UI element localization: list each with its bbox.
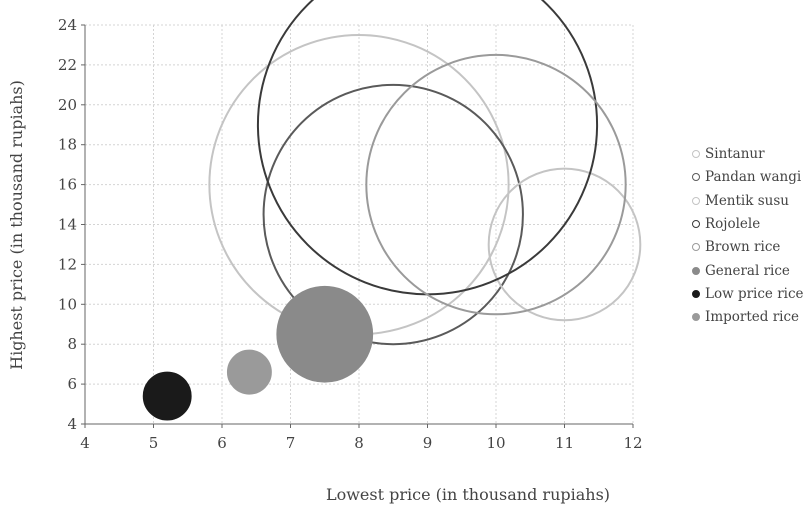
y-tick-label: 22 (58, 56, 77, 74)
y-tick-label: 10 (58, 295, 77, 313)
tick-labels: 4 6 8 10 12 14 16 18 20 22 24 4 5 6 7 8 9 10 11 12 (58, 16, 643, 452)
x-tick-label: 5 (149, 434, 159, 452)
legend-label: Rojolele (705, 215, 761, 232)
legend-marker (692, 219, 700, 228)
legend-item: Sintanur (692, 144, 765, 164)
legend-marker (692, 313, 700, 322)
legend-item: Imported rice (692, 307, 799, 327)
legend-label: Imported rice (705, 309, 800, 326)
x-tick-label: 8 (354, 434, 364, 452)
legend-item: Mentik susu (692, 191, 789, 211)
legend-label: Pandan wangi (705, 169, 802, 186)
legend-label: Mentik susu (705, 192, 789, 209)
grid-lines (85, 24, 634, 424)
legend-label: Brown rice (705, 239, 781, 256)
y-tick-label: 14 (58, 216, 77, 234)
legend-marker (692, 243, 700, 252)
legend-marker (692, 150, 700, 158)
y-tick-label: 20 (58, 96, 77, 114)
x-tick-label: 11 (555, 434, 574, 452)
axes (81, 24, 634, 428)
y-axis-label: Highest price (in thousand rupiahs) (7, 80, 26, 370)
legend-label: Sintanur (705, 146, 765, 162)
legend-marker (692, 196, 700, 205)
legend-label: Low price rice (705, 285, 804, 302)
y-tick-label: 12 (58, 255, 77, 273)
y-tick-label: 8 (67, 335, 77, 353)
legend-marker (692, 289, 700, 298)
x-tick-label: 10 (486, 434, 505, 452)
bubble-mentik-susu (487, 167, 642, 322)
bubble-low-price-rice (142, 371, 192, 421)
bubble-pandan-wangi (262, 83, 524, 346)
y-tick-label: 6 (67, 375, 77, 393)
bubble-brown-rice (365, 53, 627, 316)
legend-item: Brown rice (692, 237, 780, 257)
y-tick-label: 18 (58, 136, 77, 154)
x-tick-label: 9 (423, 434, 433, 452)
legend-marker (692, 266, 700, 275)
legend-item: Pandan wangi (692, 167, 801, 187)
legend-label: General rice (705, 262, 790, 279)
y-tick-label: 16 (58, 176, 77, 194)
legend-marker (692, 173, 700, 182)
bubbles (142, 0, 642, 421)
x-tick-label: 4 (80, 434, 90, 452)
x-tick-label: 7 (286, 434, 296, 452)
bubble-general-rice (276, 285, 374, 383)
x-tick-label: 6 (217, 434, 227, 452)
legend-item: Low price rice (692, 284, 804, 304)
bubble-imported-rice (226, 349, 272, 395)
x-tick-label: 12 (623, 434, 642, 452)
x-axis-label: Lowest price (in thousand rupiahs) (326, 485, 610, 504)
y-tick-label: 4 (67, 415, 77, 433)
legend-item: Rojolele (692, 214, 760, 234)
legend-item: General rice (692, 261, 790, 281)
y-tick-label: 24 (58, 16, 77, 34)
